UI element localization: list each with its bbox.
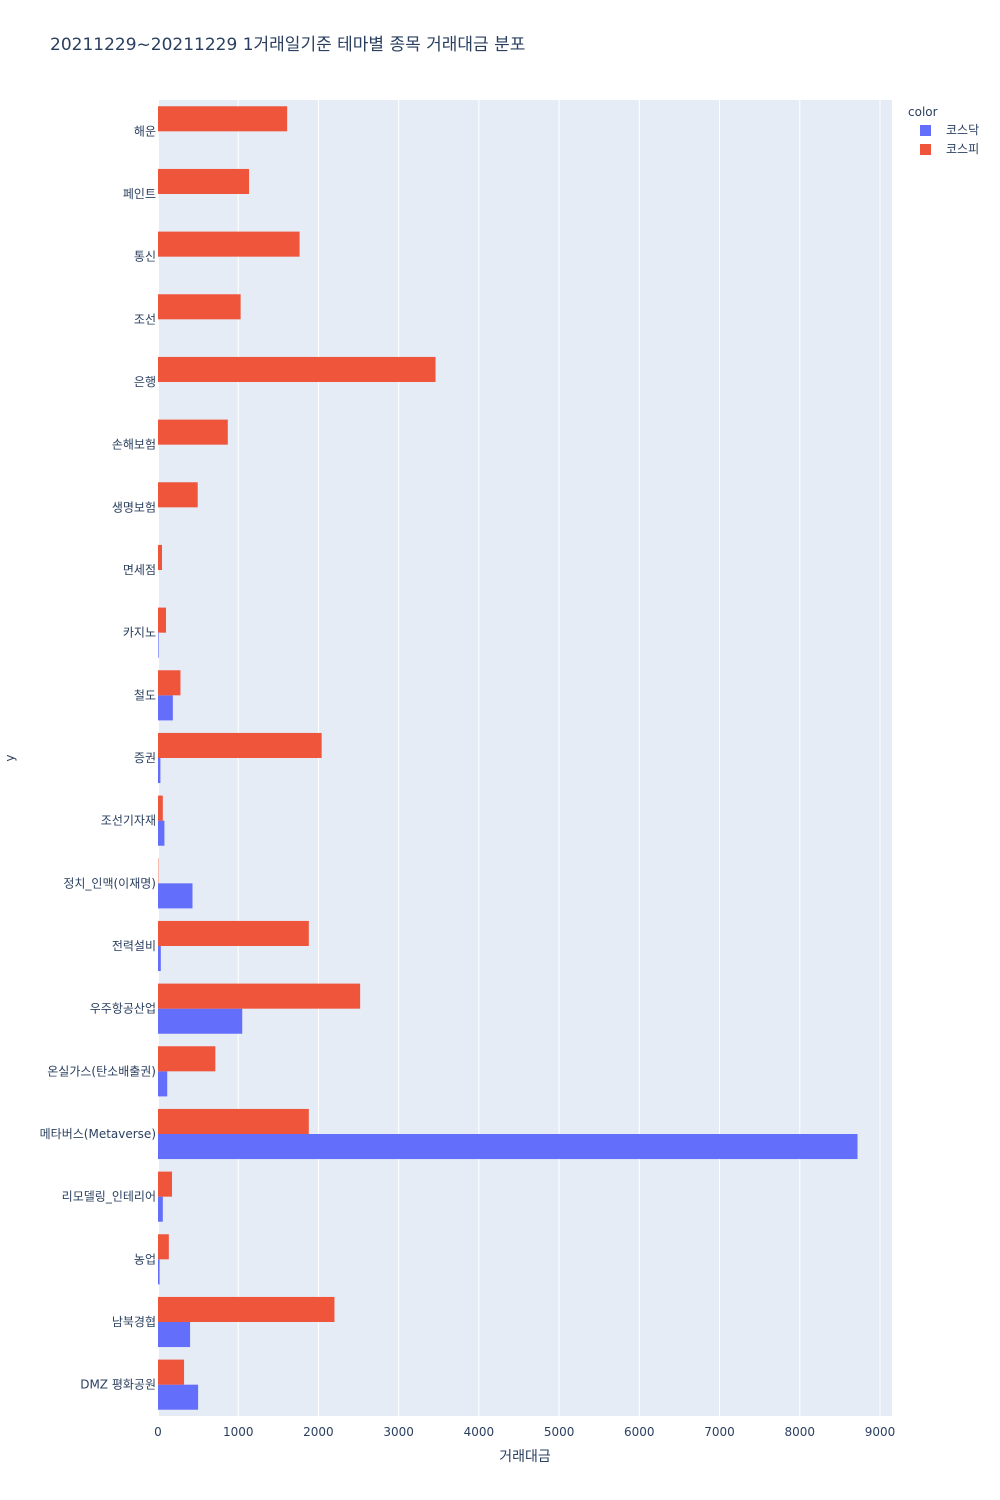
bar <box>158 607 167 633</box>
bar <box>158 1234 169 1260</box>
y-tick-label: DMZ 평화공원 <box>80 1378 156 1392</box>
y-tick-label: 면세점 <box>123 563 156 577</box>
x-tick-label: 7000 <box>704 1425 735 1439</box>
y-tick-label: 은행 <box>134 374 156 389</box>
x-tick-label: 3000 <box>383 1425 414 1439</box>
bar <box>158 1046 216 1072</box>
bar <box>158 482 198 508</box>
legend-label: 코스닥 <box>946 123 979 137</box>
x-tick-label: 4000 <box>464 1425 495 1439</box>
chart-title: 20211229~20211229 1거래일기준 테마별 종목 거래대금 분포 <box>50 35 525 55</box>
y-tick-label: 전력설비 <box>112 939 156 953</box>
legend-swatch <box>920 144 931 155</box>
bar <box>158 231 300 257</box>
bar <box>158 946 161 972</box>
bars <box>158 106 858 1410</box>
bar <box>158 1134 858 1160</box>
y-tick-label: 증권 <box>134 751 156 765</box>
y-tick-labels: 해운페인트통신조선은행손해보험생명보험면세점카지노철도증권조선기자재정치_인맥(… <box>40 124 156 1391</box>
x-tick-labels: 0 1000 2000 3000 4000 5000 6000 7000 8000 9000 <box>154 1425 895 1439</box>
bar <box>158 1008 243 1034</box>
bar <box>158 1322 191 1348</box>
x-tick-label: 0 <box>154 1425 162 1439</box>
bar <box>158 1071 168 1097</box>
bar <box>158 356 436 382</box>
bar <box>158 294 241 320</box>
bar <box>158 920 309 946</box>
bar <box>158 795 163 821</box>
bar <box>158 1296 335 1322</box>
x-tick-label: 1000 <box>223 1425 254 1439</box>
bar <box>158 632 159 658</box>
y-tick-label: 정치_인맥(이재명) <box>63 876 156 890</box>
legend-title: color <box>908 105 938 119</box>
y-tick-label: 철도 <box>134 688 156 702</box>
y-tick-label: 손해보험 <box>112 438 156 452</box>
bar <box>158 419 228 445</box>
bar <box>158 1384 199 1410</box>
y-tick-label: 농업 <box>134 1252 156 1266</box>
y-tick-label: 온실가스(탄소배출권) <box>47 1064 156 1078</box>
bar <box>158 758 161 784</box>
y-tick-label: 메타버스(Metaverse) <box>40 1127 156 1141</box>
bar <box>158 732 322 758</box>
bar <box>158 1359 185 1385</box>
bar <box>158 1171 173 1197</box>
x-tick-label: 9000 <box>865 1425 896 1439</box>
bar <box>158 1108 309 1134</box>
bar <box>158 670 181 696</box>
bar <box>158 983 361 1009</box>
bar <box>158 883 193 909</box>
legend-label: 코스피 <box>946 142 979 156</box>
legend-swatch <box>920 125 931 136</box>
x-tick-label: 5000 <box>544 1425 575 1439</box>
y-tick-label: 생명보험 <box>112 500 156 514</box>
y-axis-label: y <box>3 754 17 761</box>
y-tick-label: 통신 <box>134 250 156 264</box>
y-tick-label: 조선 <box>134 312 156 326</box>
bar <box>158 1196 163 1222</box>
x-tick-label: 2000 <box>303 1425 334 1439</box>
bar <box>158 544 163 570</box>
x-tick-label: 8000 <box>784 1425 815 1439</box>
y-tick-label: 리모델링_인테리어 <box>62 1190 156 1204</box>
y-tick-label: 조선기자재 <box>101 814 156 828</box>
x-axis-label: 거래대금 <box>499 1449 551 1465</box>
y-tick-label: 카지노 <box>123 626 156 640</box>
x-tick-label: 6000 <box>624 1425 655 1439</box>
y-tick-label: 우주항공산업 <box>90 1002 156 1016</box>
y-tick-label: 페인트 <box>123 187 156 201</box>
y-tick-label: 해운 <box>134 124 156 138</box>
bar <box>158 820 165 846</box>
bar <box>158 106 288 132</box>
bar <box>158 1259 160 1285</box>
y-tick-label: 남북경협 <box>112 1315 156 1329</box>
bar <box>158 695 173 721</box>
bar <box>158 168 250 194</box>
